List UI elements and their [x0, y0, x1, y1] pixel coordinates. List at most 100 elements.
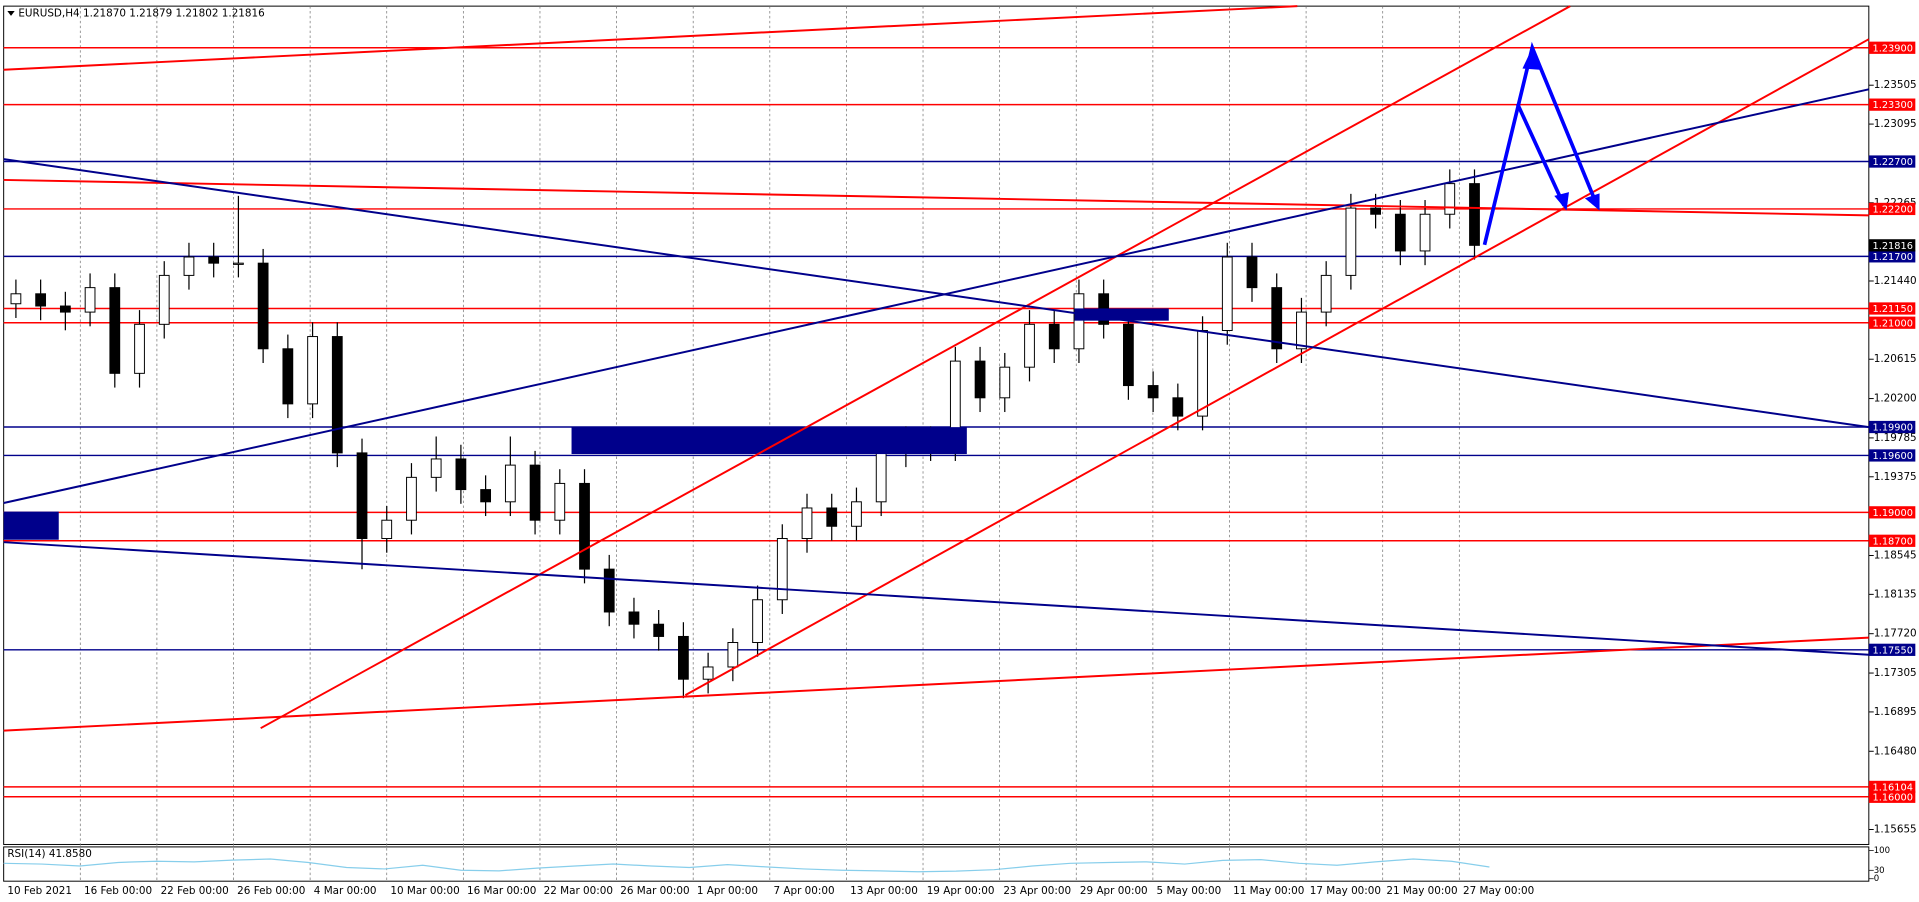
x-tick-label: 10 Feb 2021	[7, 885, 72, 897]
y-tick-label: 1.16895	[1874, 706, 1917, 718]
candle-body	[1024, 323, 1035, 368]
x-tick-label: 13 Apr 00:00	[850, 885, 918, 897]
x-tick-label: 27 May 00:00	[1463, 885, 1534, 897]
level-label: 1.16000	[1872, 792, 1912, 803]
level-label: 1.19600	[1872, 451, 1912, 462]
x-tick-label: 22 Mar 00:00	[544, 885, 613, 897]
rsi-tick-label: 0	[1874, 874, 1879, 884]
rsi-pane-border	[3, 846, 1870, 882]
candle-body	[381, 519, 393, 539]
level-label: 1.23900	[1872, 43, 1912, 54]
y-tick-label: 1.17305	[1874, 667, 1917, 679]
candle-body	[183, 256, 195, 276]
level-tag	[1868, 155, 1916, 168]
candle-body	[875, 452, 887, 503]
y-tick-label: 1.16480	[1874, 745, 1917, 757]
level-tag	[1868, 98, 1916, 111]
candle-body	[1469, 183, 1480, 246]
candle-body	[752, 599, 763, 644]
candle-body	[35, 293, 47, 307]
candle-body	[109, 287, 121, 374]
level-tag	[1868, 506, 1916, 519]
axis: 10 Feb 2021 16 Feb 00:00 22 Feb 00:00 26 Fe…	[7, 41, 1917, 897]
candle-body	[59, 305, 71, 313]
candle-body	[430, 458, 442, 478]
x-tick-label: 29 Apr 00:00	[1080, 885, 1148, 897]
rsi-line	[3, 858, 1490, 873]
y-tick-label: 1.19785	[1874, 432, 1917, 444]
candle-body	[851, 501, 862, 527]
candle-body	[1048, 323, 1060, 350]
level-label: 1.21000	[1872, 318, 1912, 329]
levels	[3, 47, 1869, 798]
candle-body	[1197, 329, 1208, 417]
x-tick-label: 16 Mar 00:00	[467, 885, 536, 897]
forecast-arrow	[1515, 103, 1566, 207]
y-tick-label: 1.20200	[1874, 393, 1917, 405]
level-label: 1.18700	[1872, 536, 1912, 547]
arrow-head	[1554, 192, 1569, 211]
x-tick-label: 19 Apr 00:00	[927, 885, 995, 897]
candle-body	[1419, 213, 1431, 252]
trendline	[3, 88, 1870, 504]
level-tag	[1868, 202, 1916, 216]
candle-body	[1172, 397, 1184, 417]
level-tag	[1868, 449, 1916, 462]
y-tick-label: 1.18545	[1874, 549, 1917, 561]
menu-arrow[interactable]	[7, 11, 15, 16]
candle-body	[1296, 311, 1307, 350]
candle-body	[603, 568, 615, 613]
trendline	[3, 636, 1869, 732]
trendline	[260, 5, 1571, 730]
candle-body	[1221, 256, 1233, 331]
candle-body	[480, 489, 492, 503]
y-tick-label: 1.20615	[1874, 353, 1917, 365]
candle-body	[257, 262, 269, 350]
candle-body	[331, 336, 343, 454]
x-tick-label: 1 Apr 00:00	[697, 885, 758, 897]
candle-body	[1320, 274, 1332, 313]
level-tag	[1868, 302, 1916, 315]
x-tick-label: 7 Apr 00:00	[773, 885, 834, 897]
symbol-header: EURUSD,H4 1.21870 1.21879 1.21802 1.2181…	[18, 7, 264, 19]
candle-body	[579, 482, 590, 570]
candle-body	[1444, 183, 1456, 215]
level-label: 1.19000	[1872, 508, 1912, 519]
level-tag	[1868, 250, 1916, 263]
candle-body	[1394, 213, 1406, 252]
zone	[1074, 308, 1169, 321]
candle-body	[801, 507, 813, 539]
candle-body	[653, 623, 665, 637]
candle-body	[282, 348, 294, 405]
level-label: 1.23300	[1872, 100, 1912, 111]
level-label: 1.22200	[1872, 205, 1912, 216]
zone	[3, 511, 59, 540]
trendline	[3, 158, 1869, 429]
candle-body	[1147, 385, 1159, 399]
last-price-label: 1.21816	[1872, 241, 1912, 252]
x-tick-label: 23 Apr 00:00	[1003, 885, 1071, 897]
candle-body	[529, 464, 541, 521]
x-tick-label: 26 Feb 00:00	[237, 885, 305, 897]
candle-body	[504, 464, 516, 503]
x-tick-label: 5 May 00:00	[1157, 885, 1222, 897]
x-tick-label: 17 May 00:00	[1310, 885, 1381, 897]
trendline	[3, 178, 1869, 217]
candle-body	[826, 507, 838, 527]
candle-body	[233, 262, 244, 265]
level-tag	[1868, 780, 1916, 794]
candle-body	[678, 635, 689, 680]
arrow-head	[1584, 193, 1600, 211]
rsi-tick-label: 30	[1874, 866, 1885, 876]
x-tick-label: 16 Feb 00:00	[84, 885, 152, 897]
candle-body	[727, 642, 739, 668]
trendline	[3, 5, 1298, 71]
x-tick-label: 21 May 00:00	[1386, 885, 1457, 897]
y-tick-label: 1.19375	[1874, 471, 1917, 483]
x-tick-label: 11 May 00:00	[1233, 885, 1304, 897]
y-tick-label: 1.21440	[1874, 275, 1917, 287]
candle-body	[1073, 293, 1085, 350]
drawings	[3, 5, 1870, 732]
level-tag	[1868, 316, 1916, 329]
